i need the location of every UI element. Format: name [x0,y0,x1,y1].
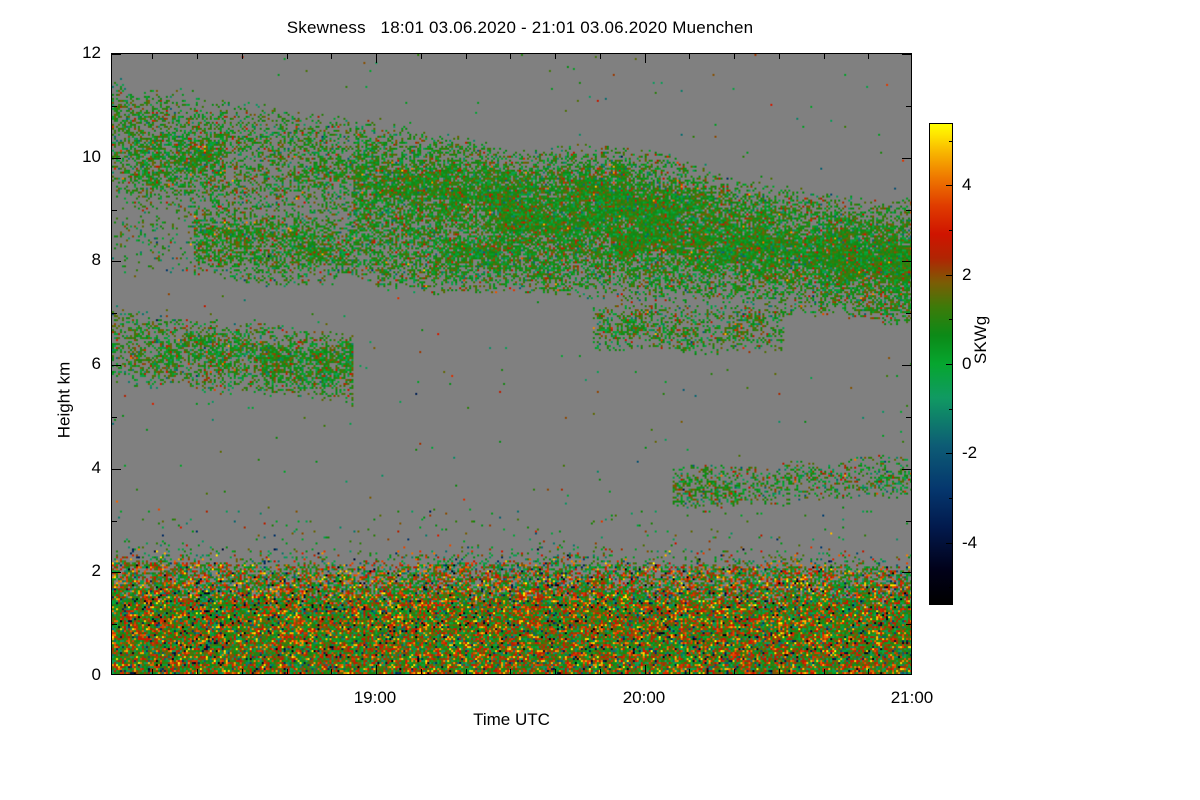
y-tick-label: 0 [91,665,101,684]
x-tick-major [376,665,377,674]
x-tick-minor [868,669,869,674]
y-tick-major [902,572,911,573]
colorbar-gradient [929,123,953,605]
colorbar-tick-minor [949,230,953,231]
x-tick-minor [466,669,467,674]
colorbar-tick-label: -4 [962,533,978,552]
y-axis-title: Height km [54,361,74,439]
x-tick-minor [242,669,243,674]
x-tick-minor [510,669,511,674]
x-tick-minor [689,54,690,59]
x-tick-label: 21:00 [890,688,934,707]
x-tick-minor [779,669,780,674]
x-tick-minor [510,54,511,59]
x-tick-minor [734,54,735,59]
x-tick-label: 19:00 [353,688,397,707]
y-tick-minor [906,106,911,107]
y-tick-major [902,158,911,159]
y-tick-minor [112,106,117,107]
x-tick-minor [287,669,288,674]
colorbar-tick-major [946,275,953,276]
y-tick-major [902,261,911,262]
y-tick-minor [906,624,911,625]
y-tick-label: 8 [91,250,101,269]
y-tick-major [112,572,121,573]
x-tick-minor [197,54,198,59]
colorbar-tick-major [946,364,953,365]
colorbar-tick-major [946,453,953,454]
x-tick-minor [779,54,780,59]
x-tick-minor [197,669,198,674]
colorbar-tick-label: 4 [962,175,972,194]
x-tick-minor [555,54,556,59]
y-tick-label: 12 [82,43,101,62]
y-tick-minor [112,417,117,418]
y-tick-label: 10 [82,147,101,166]
colorbar-tick-label: 0 [962,354,972,373]
colorbar-tick-minor [949,141,953,142]
y-tick-minor [906,210,911,211]
y-tick-minor [906,521,911,522]
y-tick-minor [906,313,911,314]
colorbar-tick-major [946,185,953,186]
y-tick-major [112,469,121,470]
x-tick-minor [152,669,153,674]
heatmap-data-canvas [112,54,911,674]
colorbar-tick-label: 2 [962,265,972,284]
x-tick-minor [466,54,467,59]
y-tick-major [112,365,121,366]
y-tick-label: 4 [91,458,101,477]
colorbar-tick-minor [949,409,953,410]
x-tick-minor [421,669,422,674]
x-tick-minor [689,669,690,674]
colorbar [929,123,953,605]
page-title: Skewness 18:01 03.06.2020 - 21:01 03.06.… [286,18,754,37]
y-tick-major [902,54,911,55]
colorbar-tick-minor [949,587,953,588]
x-tick-label: 20:00 [622,688,666,707]
y-tick-major [902,469,911,470]
x-tick-minor [242,54,243,59]
x-tick-minor [734,669,735,674]
x-tick-minor [600,669,601,674]
x-axis-title: Time UTC [473,710,550,729]
x-tick-minor [555,669,556,674]
x-tick-minor [824,54,825,59]
x-tick-minor [824,669,825,674]
colorbar-title: SKWg [971,315,990,364]
y-tick-major [112,261,121,262]
y-tick-major [112,54,121,55]
y-tick-major [902,365,911,366]
x-tick-minor [152,54,153,59]
y-tick-label: 2 [91,561,101,580]
x-tick-major [376,54,377,63]
x-tick-minor [331,669,332,674]
colorbar-tick-minor [949,319,953,320]
colorbar-tick-major [946,543,953,544]
x-tick-minor [331,54,332,59]
colorbar-tick-minor [949,498,953,499]
x-tick-minor [421,54,422,59]
y-tick-label: 6 [91,354,101,373]
x-tick-minor [287,54,288,59]
y-tick-major [112,158,121,159]
y-tick-minor [906,417,911,418]
y-tick-minor [112,521,117,522]
y-tick-minor [112,210,117,211]
y-tick-minor [112,624,117,625]
x-tick-minor [600,54,601,59]
x-tick-minor [868,54,869,59]
colorbar-tick-label: -2 [962,443,978,462]
y-tick-minor [112,313,117,314]
plot-area [111,53,912,675]
x-tick-major [645,665,646,674]
x-tick-major [645,54,646,63]
